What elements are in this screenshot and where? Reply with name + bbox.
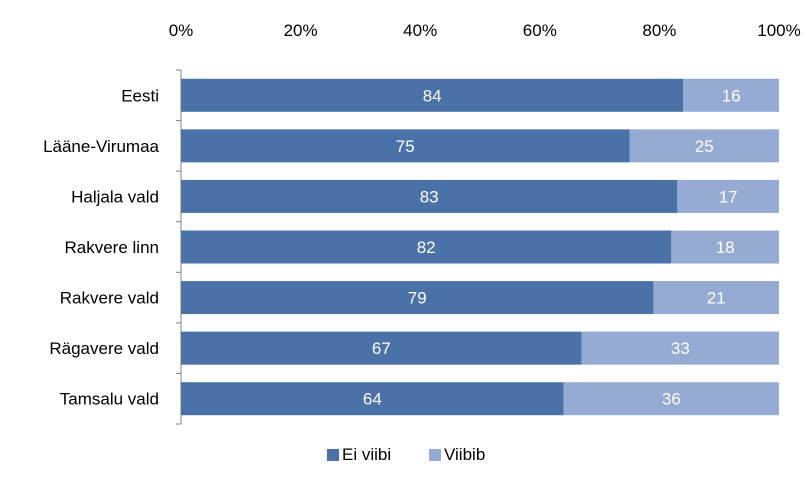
x-tick-label: 20% (284, 21, 318, 40)
bar-segment (563, 382, 779, 416)
data-label: 36 (662, 390, 681, 409)
bar-segment (683, 78, 779, 112)
data-label: 84 (423, 86, 442, 105)
data-label: 64 (363, 390, 382, 409)
data-label: 82 (417, 238, 436, 257)
bar-segment (671, 230, 779, 264)
legend-swatch (429, 449, 441, 461)
bar-segment (181, 331, 582, 365)
data-label: 17 (719, 187, 738, 206)
y-axis (176, 69, 182, 425)
x-tick-label: 80% (642, 21, 676, 40)
x-axis-ticks: 0% 20% 40% 60% 80% 100% (169, 21, 801, 40)
x-tick-label: 60% (523, 21, 557, 40)
category-label: Tamsalu vald (60, 390, 159, 409)
data-labels: 84 16 75 25 83 17 82 18 79 21 67 33 64 36 (363, 86, 741, 408)
legend-swatch (327, 449, 339, 461)
x-tick-label: 40% (403, 21, 437, 40)
data-label: 75 (396, 137, 415, 156)
category-label: Haljala vald (71, 187, 159, 206)
data-label: 33 (671, 339, 690, 358)
bar-segment (181, 382, 564, 416)
legend-label: Ei viibi (342, 445, 391, 464)
data-label: 79 (408, 289, 427, 308)
bar-segment (653, 281, 779, 315)
category-label: Rägavere vald (49, 339, 159, 358)
data-label: 21 (707, 289, 726, 308)
bar-segment (181, 230, 672, 264)
bar-segment (581, 331, 779, 365)
x-tick-label: 0% (169, 21, 194, 40)
legend-label: Viibib (444, 445, 485, 464)
bar-segment (677, 179, 779, 213)
bar-segment (181, 78, 684, 112)
data-label: 18 (716, 238, 735, 257)
bar-segment (181, 129, 630, 163)
bar-segment (181, 281, 654, 315)
category-label: Rakvere linn (65, 238, 160, 257)
bar-segment (629, 129, 779, 163)
category-label: Eesti (121, 86, 159, 105)
data-label: 67 (372, 339, 391, 358)
data-label: 16 (722, 86, 741, 105)
category-label: Rakvere vald (60, 289, 159, 308)
category-labels: Eesti Lääne-Virumaa Haljala vald Rakvere li… (43, 86, 159, 408)
bar-segment (181, 179, 678, 213)
bars (181, 78, 779, 416)
data-label: 25 (695, 137, 714, 156)
x-tick-label: 100% (757, 21, 800, 40)
category-label: Lääne-Virumaa (43, 137, 159, 156)
legend: Ei viibi Viibib (327, 445, 485, 464)
data-label: 83 (420, 187, 439, 206)
